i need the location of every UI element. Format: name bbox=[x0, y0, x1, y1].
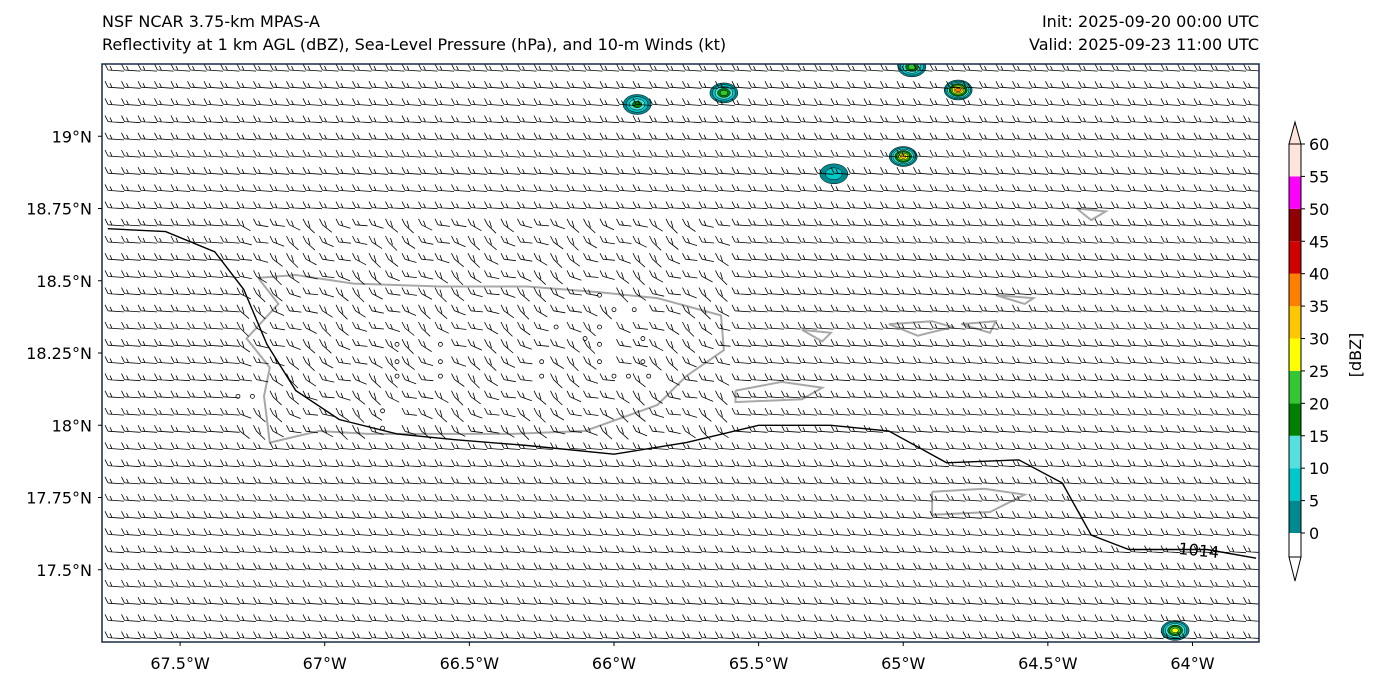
isobar-1014 bbox=[107, 228, 1257, 559]
colorbar-segment bbox=[1289, 176, 1301, 209]
colorbar-segment bbox=[1289, 533, 1301, 557]
calm-wind-circle bbox=[539, 373, 545, 379]
map-background bbox=[102, 64, 1259, 642]
map-title-fields: Reflectivity at 1 km AGL (dBZ), Sea-Leve… bbox=[102, 35, 727, 54]
isobar-layer bbox=[107, 228, 1257, 559]
map-title-model: NSF NCAR 3.75-km MPAS-A bbox=[102, 12, 320, 31]
lon-tick-label: 66.5°W bbox=[440, 654, 500, 673]
colorbar-segment bbox=[1289, 500, 1301, 533]
calm-wind-circle bbox=[553, 324, 559, 330]
lat-tick-label: 17.5°N bbox=[36, 561, 92, 580]
calm-wind-circle bbox=[640, 359, 646, 365]
colorbar-tick-label: 15 bbox=[1309, 427, 1329, 446]
calm-wind-circle bbox=[631, 307, 637, 313]
axis-labels: 67.5°W 67°W 66.5°W 66°W 65.5°W 65°W 64.5°W 64°W… bbox=[26, 127, 1215, 673]
lon-tick-label: 64.5°W bbox=[1018, 654, 1078, 673]
reflectivity-contour bbox=[1171, 627, 1179, 633]
lat-tick-label: 19°N bbox=[52, 127, 92, 146]
colorbar-tick-label: 45 bbox=[1309, 232, 1329, 251]
calm-wind-circle bbox=[597, 359, 602, 365]
calm-wind-circle bbox=[235, 393, 241, 399]
lon-tick-label: 67°W bbox=[303, 654, 347, 673]
coast-st-thomas bbox=[888, 320, 957, 337]
colorbar: 0 5 10 15 20 25 30 35 40 45 50 55 60 [dBZ] bbox=[1288, 120, 1365, 582]
calm-wind-circle bbox=[250, 393, 255, 399]
calm-wind-circle bbox=[438, 373, 443, 379]
calm-wind-circle bbox=[626, 373, 631, 379]
calm-wind-circle bbox=[539, 359, 545, 365]
colorbar-tick-label: 5 bbox=[1309, 492, 1319, 511]
init-time: Init: 2025-09-20 00:00 UTC bbox=[1041, 12, 1259, 31]
calm-wind-circle bbox=[380, 408, 385, 414]
colorbar-tick-label: 10 bbox=[1309, 459, 1329, 478]
coast-anegada bbox=[1076, 207, 1109, 222]
colorbar-tick-label: 40 bbox=[1309, 265, 1329, 284]
colorbar-tick-label: 25 bbox=[1309, 362, 1329, 381]
calm-wind-circle bbox=[597, 324, 602, 330]
colorbar-tick-label: 55 bbox=[1309, 167, 1329, 186]
colorbar-segment bbox=[1289, 468, 1301, 501]
reflectivity-cell bbox=[709, 82, 739, 104]
reflectivity-cell bbox=[897, 64, 927, 78]
colorbar-segment bbox=[1289, 306, 1301, 339]
lat-tick-label: 18.5°N bbox=[36, 272, 92, 291]
calm-wind-circle bbox=[394, 359, 400, 365]
colorbar-tick-label: 35 bbox=[1309, 297, 1329, 316]
lat-tick-label: 17.75°N bbox=[26, 489, 92, 508]
coast-vieques bbox=[734, 380, 826, 404]
colorbar-frame bbox=[1288, 143, 1302, 558]
wind-barbs bbox=[104, 64, 1259, 640]
calm-wind-circle bbox=[394, 341, 400, 347]
coast-culebra bbox=[801, 328, 834, 343]
colorbar-extend-max bbox=[1288, 120, 1302, 145]
colorbar-tick-label: 20 bbox=[1309, 394, 1329, 413]
calm-wind-circle bbox=[640, 336, 646, 341]
colorbar-segment bbox=[1289, 273, 1301, 307]
calm-wind-circle bbox=[597, 292, 602, 298]
colorbar-segment bbox=[1289, 403, 1301, 436]
lat-tick-label: 18.25°N bbox=[26, 344, 92, 363]
calm-wind-circle bbox=[438, 359, 443, 365]
wind-barb-layer bbox=[104, 64, 1259, 640]
reflectivity-cell bbox=[1160, 620, 1190, 641]
lon-tick-label: 65°W bbox=[881, 654, 925, 673]
calm-wind-circle bbox=[611, 373, 617, 379]
reflectivity-cell bbox=[819, 163, 849, 185]
lon-tick-label: 64°W bbox=[1170, 654, 1214, 673]
colorbar-segment bbox=[1289, 370, 1301, 404]
colorbar-segment bbox=[1289, 338, 1301, 371]
lat-tick-label: 18.75°N bbox=[26, 200, 92, 219]
reflectivity-contour bbox=[955, 87, 961, 93]
colorbar-segment bbox=[1289, 144, 1301, 177]
colorbar-tick-label: 30 bbox=[1309, 330, 1329, 349]
colorbar-segment bbox=[1289, 241, 1301, 274]
colorbar-tick-label: 0 bbox=[1309, 524, 1319, 543]
colorbar-extend-min bbox=[1288, 556, 1302, 582]
lon-tick-label: 66°W bbox=[592, 654, 636, 673]
colorbar-segment bbox=[1289, 208, 1301, 242]
calm-wind-circle bbox=[394, 373, 400, 379]
colorbar-title: [dBZ] bbox=[1346, 333, 1365, 378]
map-content bbox=[104, 64, 1259, 641]
calm-wind-circle bbox=[646, 373, 652, 379]
colorbar-tick-label: 50 bbox=[1309, 200, 1329, 219]
reflectivity-cell bbox=[943, 79, 973, 101]
lon-tick-label: 67.5°W bbox=[150, 654, 210, 673]
coast-tortola bbox=[995, 294, 1037, 305]
valid-time: Valid: 2025-09-23 11:00 UTC bbox=[1028, 35, 1259, 54]
colorbar-tick-label: 60 bbox=[1309, 135, 1329, 154]
reflectivity-contour bbox=[719, 89, 728, 96]
isobar-value-label: 1014 bbox=[1178, 539, 1220, 562]
calm-wind-circle bbox=[611, 307, 617, 313]
calm-wind-circle bbox=[582, 336, 588, 341]
calm-wind-circle bbox=[438, 341, 443, 347]
colorbar-segment bbox=[1289, 435, 1301, 469]
calm-wind-circle bbox=[597, 341, 602, 347]
lat-tick-label: 18°N bbox=[52, 416, 92, 435]
coast-st-croix bbox=[931, 487, 1029, 516]
lon-tick-label: 65.5°W bbox=[729, 654, 789, 673]
